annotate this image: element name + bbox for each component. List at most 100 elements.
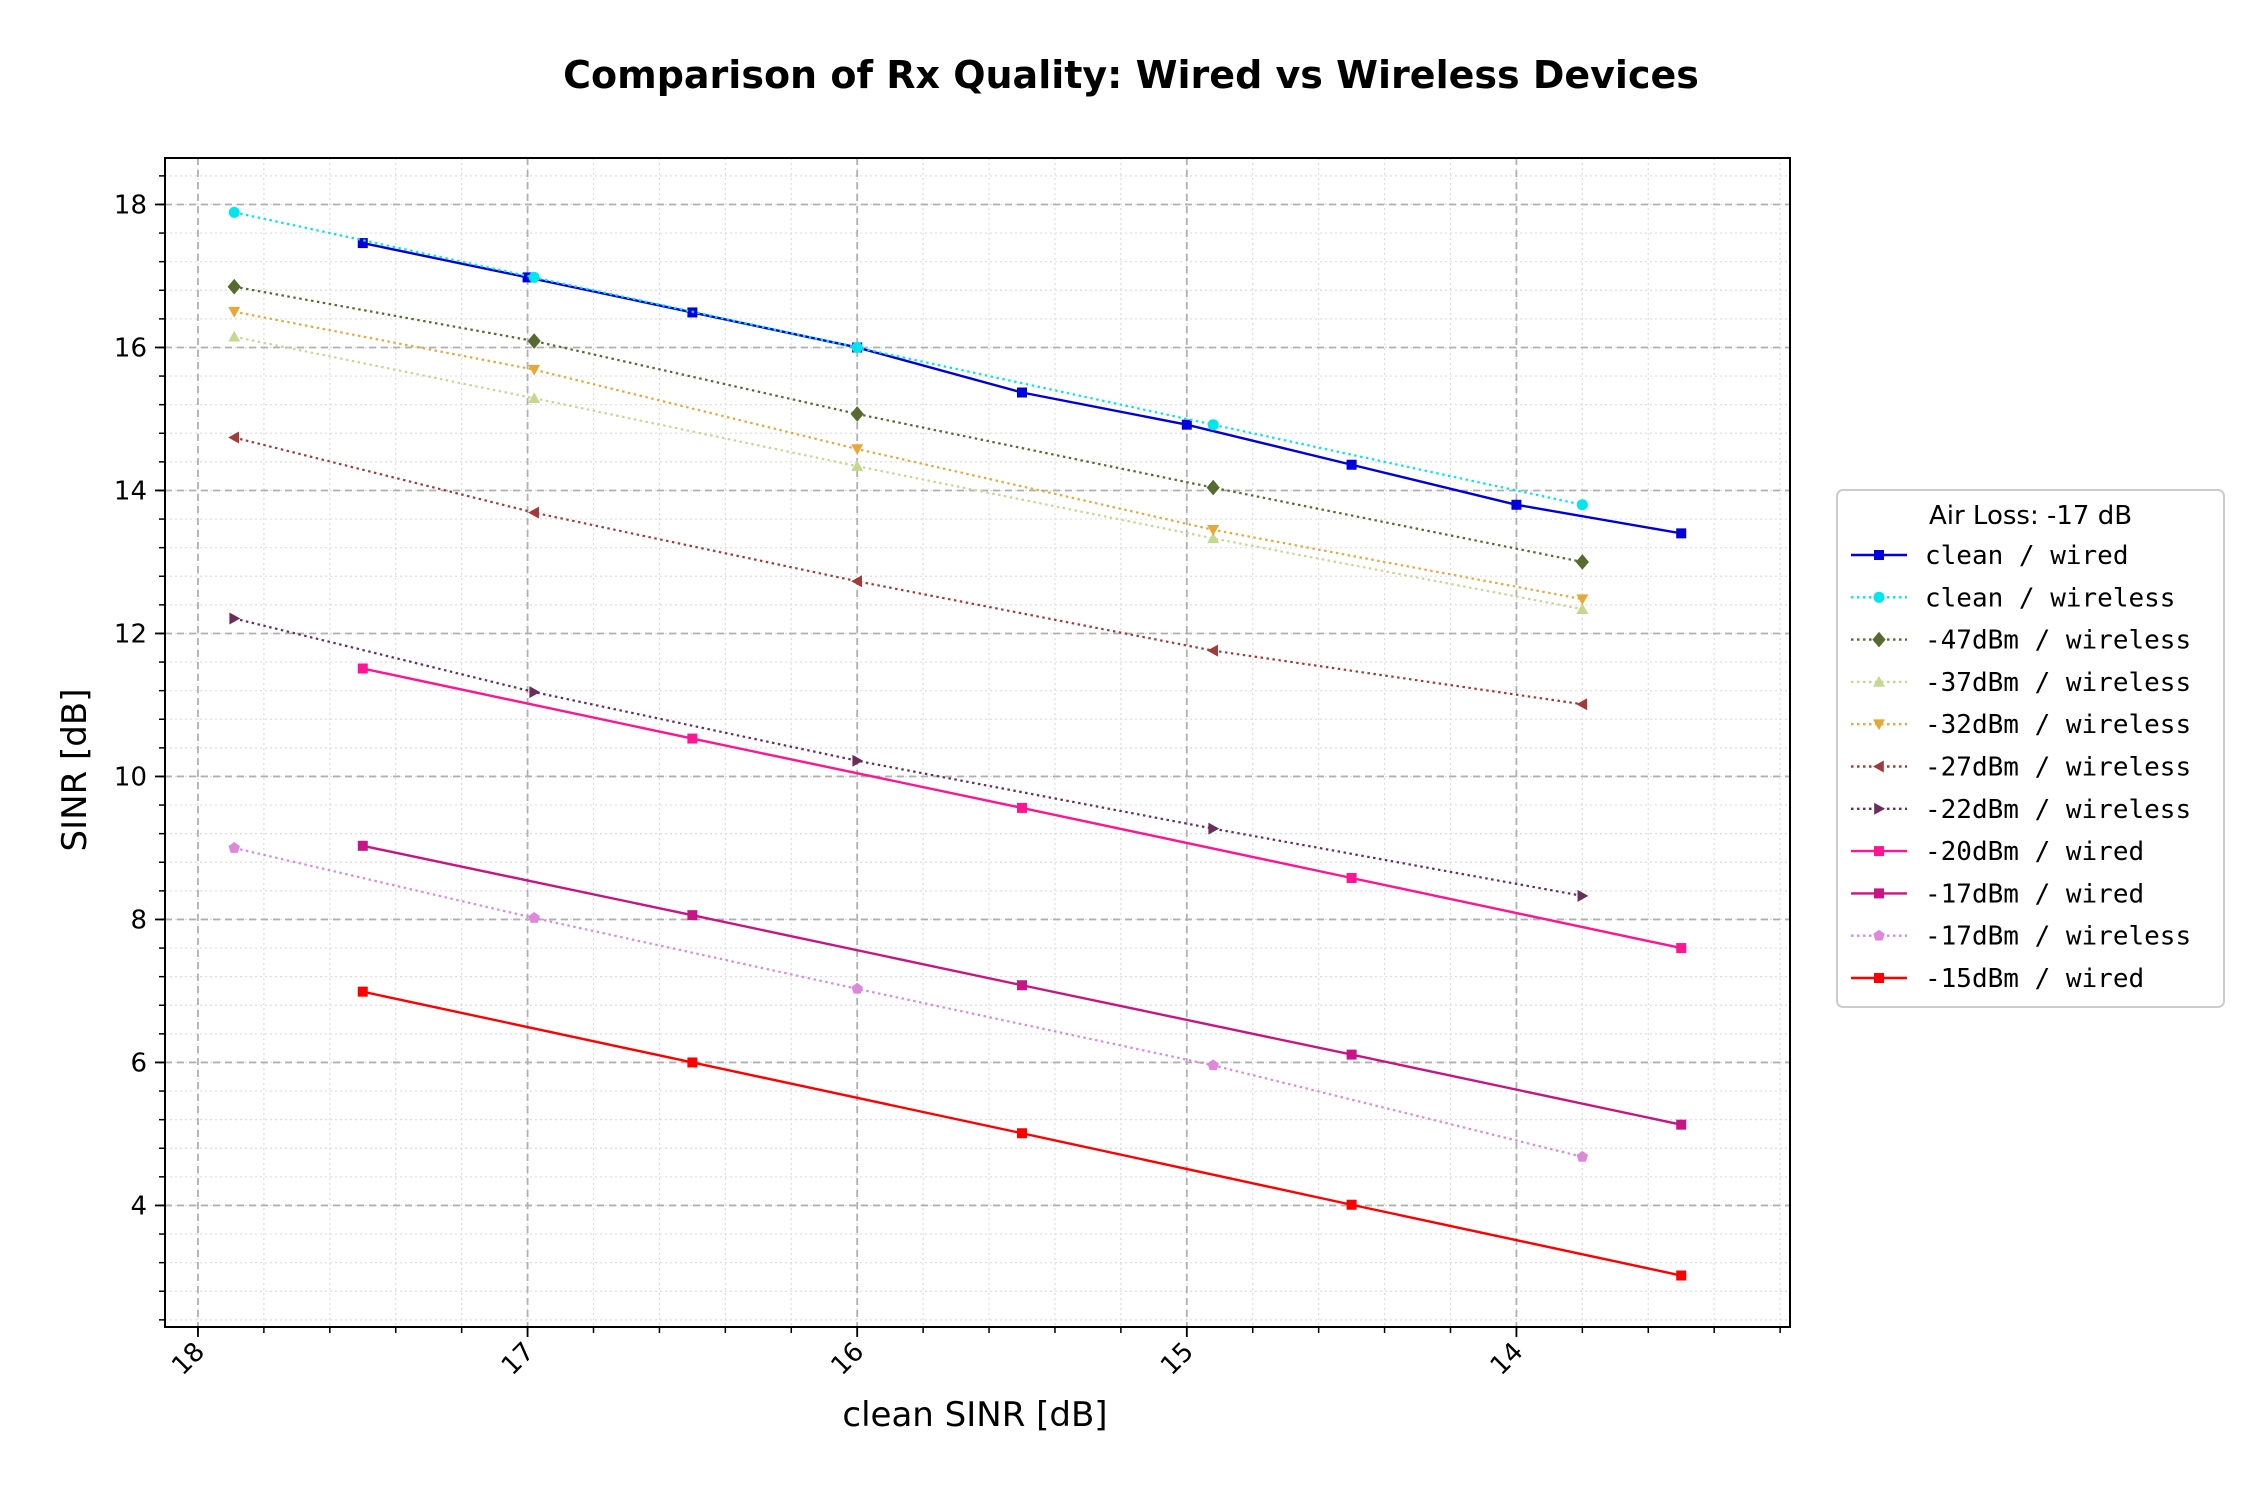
series-9	[228, 841, 1589, 1162]
data-point	[1576, 594, 1589, 606]
data-point	[687, 910, 698, 921]
data-point	[687, 1057, 698, 1068]
y-axis-label: SINR [dB]	[55, 689, 95, 852]
data-point	[1576, 603, 1589, 614]
series-4	[228, 306, 1589, 606]
data-point	[228, 841, 240, 853]
legend-label: -17dBm / wireless	[1925, 922, 2191, 952]
data-point	[528, 912, 540, 923]
data-point	[687, 733, 698, 744]
data-point	[1346, 459, 1357, 470]
data-point	[229, 612, 241, 625]
data-point	[528, 506, 539, 519]
data-point	[1346, 872, 1357, 883]
data-point	[228, 306, 241, 318]
data-point	[851, 341, 863, 353]
data-point	[1346, 1199, 1357, 1210]
series-6	[229, 612, 1589, 902]
legend-swatch-marker	[1873, 719, 1885, 731]
legend-label: clean / wireless	[1925, 583, 2175, 613]
legend-title: Air Loss: -17 dB	[1929, 501, 2132, 531]
legend-swatch-marker	[1874, 888, 1884, 899]
series-1	[228, 206, 1588, 511]
data-point	[1181, 419, 1192, 430]
legend-label: -17dBm / wired	[1925, 879, 2144, 909]
data-point	[1208, 822, 1220, 835]
data-point	[1206, 479, 1220, 496]
data-point	[357, 663, 368, 674]
data-point	[1576, 698, 1588, 711]
y-tick-label: 4	[130, 1191, 147, 1221]
legend-label: -37dBm / wireless	[1925, 668, 2191, 698]
data-point	[357, 238, 368, 249]
data-point	[1207, 532, 1220, 544]
data-point	[851, 444, 864, 455]
data-point	[850, 406, 864, 422]
data-point	[528, 364, 541, 376]
legend-swatch-marker	[1874, 973, 1884, 983]
data-point	[1207, 1059, 1219, 1071]
y-tick-label: 6	[130, 1048, 147, 1078]
data-point	[851, 575, 862, 588]
legend-label: -20dBm / wired	[1925, 837, 2144, 867]
series-7	[357, 663, 1687, 954]
series-2	[227, 278, 1589, 570]
data-point	[228, 206, 240, 218]
data-point	[1576, 499, 1588, 511]
series-10	[357, 986, 1687, 1281]
data-point	[851, 982, 863, 994]
data-point	[228, 431, 240, 444]
data-point	[357, 986, 368, 997]
legend-label: -15dBm / wired	[1925, 964, 2144, 994]
legend-swatch-marker	[1872, 631, 1886, 648]
y-tick-label: 18	[114, 190, 147, 220]
data-point	[522, 272, 533, 283]
series-line	[233, 436, 1583, 706]
data-point	[529, 686, 541, 699]
data-point	[1676, 1119, 1687, 1130]
x-axis-label: clean SINR [dB]	[842, 1395, 1107, 1435]
legend: Air Loss: -17 dB clean / wired clean / w…	[1836, 489, 2225, 1008]
data-point	[1016, 1128, 1027, 1139]
legend-swatch-marker	[1873, 591, 1885, 603]
data-point	[1676, 943, 1687, 954]
data-point	[1346, 1049, 1357, 1060]
data-point	[1016, 980, 1027, 991]
y-tick-label: 14	[114, 476, 147, 506]
data-point	[1207, 524, 1220, 536]
legend-label: -27dBm / wireless	[1925, 753, 2191, 783]
data-point	[851, 460, 864, 471]
legend-label: -47dBm / wireless	[1925, 626, 2191, 656]
data-point	[852, 754, 864, 767]
series-3	[228, 330, 1589, 614]
data-point	[1576, 1150, 1589, 1162]
data-point	[1207, 644, 1218, 657]
data-point	[1016, 387, 1027, 398]
data-point	[1575, 554, 1589, 570]
data-point	[227, 278, 241, 295]
legend-swatch-marker	[1873, 760, 1884, 773]
series-5	[228, 431, 1588, 711]
plot-frame	[164, 157, 1791, 1328]
data-point	[1676, 1270, 1687, 1281]
data-point	[527, 333, 541, 349]
y-tick-label: 10	[114, 762, 147, 792]
y-tick-label: 8	[130, 905, 147, 935]
data-point	[528, 271, 540, 283]
chart-title: Comparison of Rx Quality: Wired vs Wirel…	[563, 53, 1699, 97]
data-point	[1016, 802, 1027, 813]
legend-label: -22dBm / wireless	[1925, 795, 2191, 825]
legend-frame	[1836, 489, 2225, 1008]
legend-swatch-marker	[1874, 550, 1884, 560]
data-point	[1207, 419, 1219, 431]
legend-swatch-marker	[1874, 802, 1885, 815]
data-point	[357, 840, 368, 851]
series-line	[233, 846, 1583, 1158]
series-8	[357, 840, 1687, 1130]
data-point	[528, 392, 541, 404]
y-tick-label: 16	[114, 333, 147, 363]
legend-label: -32dBm / wireless	[1925, 710, 2191, 740]
